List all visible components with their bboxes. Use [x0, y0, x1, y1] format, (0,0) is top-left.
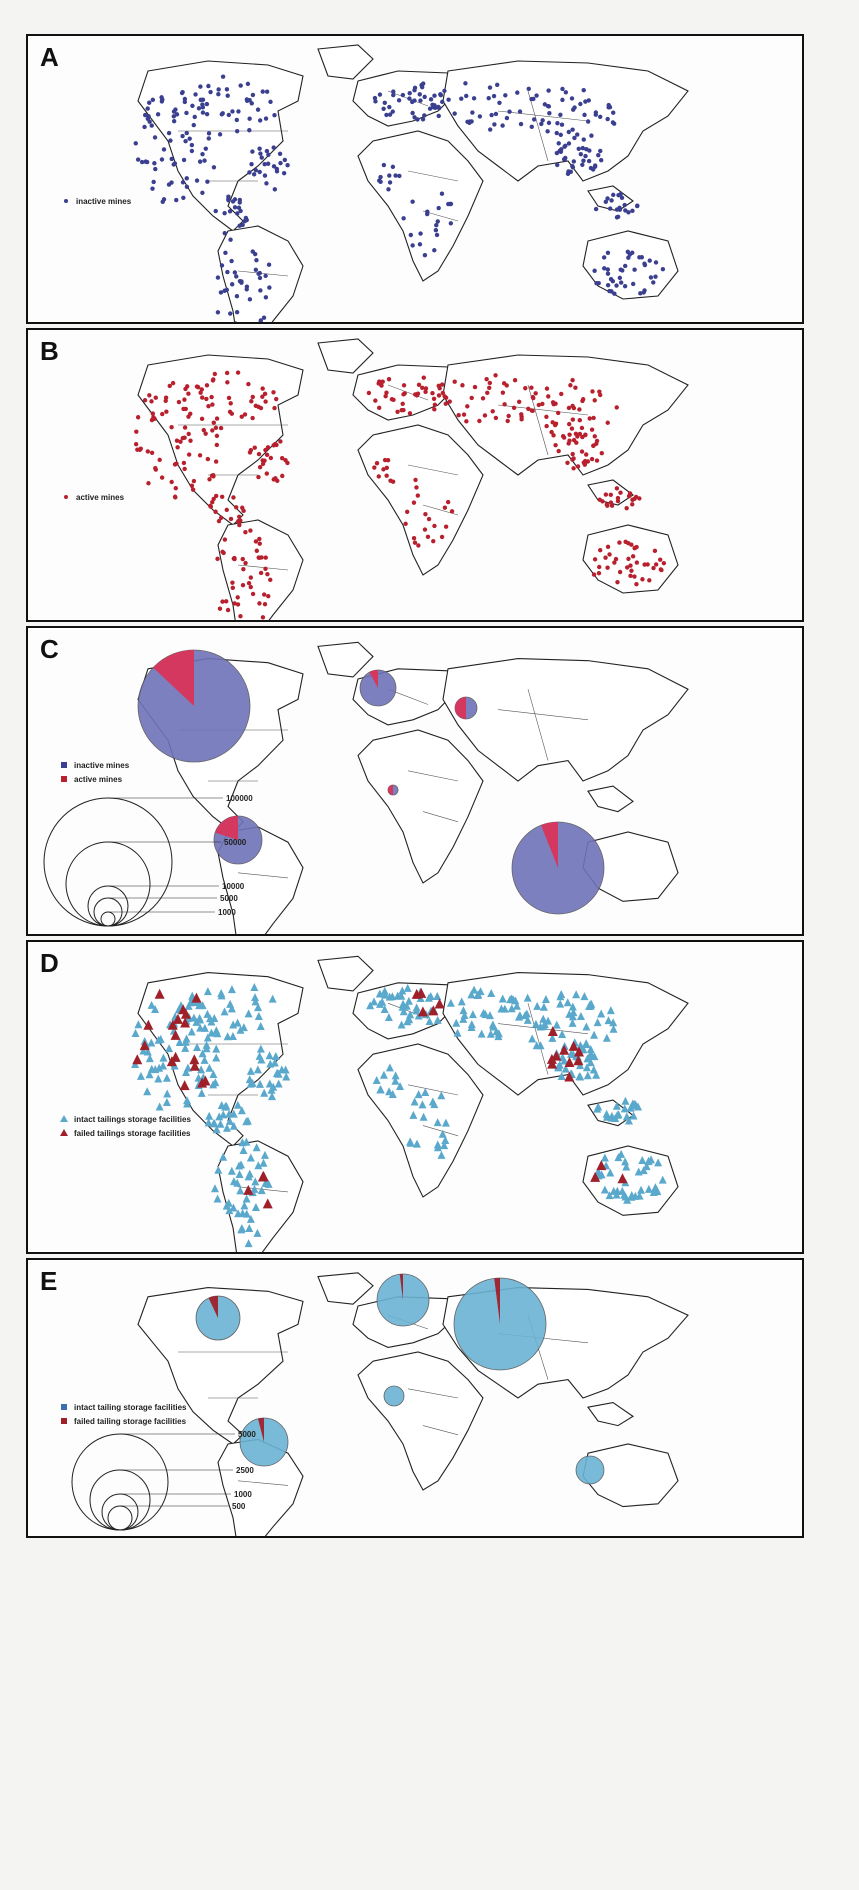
map-a: inactive mines	[64, 36, 802, 322]
pie-south-america	[239, 1417, 289, 1467]
panel-letter-e: E	[40, 1266, 58, 1296]
legend-active-mines: active mines	[64, 493, 125, 502]
panel-letter-c: C	[40, 634, 59, 664]
pie-africa	[383, 1385, 405, 1407]
pie-africa	[387, 784, 399, 796]
world-outline	[138, 45, 688, 322]
panel-letter-a: A	[40, 42, 59, 72]
scale-label: 1000	[218, 908, 236, 917]
panel-d: intact tailings storage facilities failed…	[26, 940, 804, 1254]
pie-australia	[575, 1455, 605, 1485]
pie-north-america	[195, 1295, 241, 1341]
pie-europe	[359, 669, 397, 707]
legend-inactive-mines-label: inactive mines	[74, 761, 130, 770]
pie-australia	[511, 821, 605, 915]
legend-failed-tsf: failed tailing storage facilities	[61, 1417, 187, 1426]
panel-b: active mines B	[26, 328, 804, 622]
pie-europe	[376, 1273, 430, 1327]
legend-inactive-mines: inactive mines	[64, 197, 132, 206]
pie-asia	[453, 1277, 547, 1371]
legend-inactive-mines-label: inactive mines	[76, 197, 132, 206]
pie-north-america	[137, 649, 251, 763]
size-scale-e: 5000 2500 1000 500	[71, 1430, 256, 1531]
legend-active-mines: active mines	[61, 775, 123, 784]
size-scale-c: 100000 50000 10000 5000 1000	[43, 794, 253, 927]
panel-c: inactive mines active mines 100000 50000 100…	[26, 626, 804, 936]
map-d: intact tailings storage facilities failed…	[60, 942, 802, 1252]
legend-intact-tsf: intact tailing storage facilities	[61, 1403, 187, 1412]
legend-inactive-mines: inactive mines	[61, 761, 130, 770]
pie-south-america	[213, 815, 263, 865]
legend-active-mines-label: active mines	[74, 775, 123, 784]
inactive-mine-points	[133, 74, 666, 322]
legend-intact-tsf-label: intact tailing storage facilities	[74, 1403, 187, 1412]
scale-label: 50000	[224, 838, 247, 847]
panel-e: intact tailing storage facilities failed …	[26, 1258, 804, 1538]
panel-a: inactive mines A	[26, 34, 804, 324]
scale-label: 10000	[222, 882, 245, 891]
active-mine-points	[133, 370, 667, 620]
legend-failed-tsf-label: failed tailing storage facilities	[74, 1417, 187, 1426]
scale-label: 2500	[236, 1466, 254, 1475]
scale-label: 5000	[220, 894, 238, 903]
scale-label: 100000	[226, 794, 253, 803]
legend-active-mines-label: active mines	[76, 493, 125, 502]
legend-intact-tsf-label: intact tailings storage facilities	[74, 1115, 191, 1124]
map-e: intact tailing storage facilities failed …	[61, 1260, 802, 1536]
scale-label: 1000	[234, 1490, 252, 1499]
legend-failed-tsf-label: failed tailings storage facilities	[74, 1129, 191, 1138]
scale-label: 5000	[238, 1430, 256, 1439]
scale-label: 500	[232, 1502, 246, 1511]
legend-failed-tsf: failed tailings storage facilities	[60, 1129, 191, 1138]
world-outline	[138, 339, 688, 620]
panel-letter-b: B	[40, 336, 59, 366]
failed-facility-points	[132, 987, 628, 1209]
pie-asia	[454, 696, 478, 720]
legend-intact-tsf: intact tailings storage facilities	[60, 1115, 191, 1124]
panel-letter-d: D	[40, 948, 59, 978]
map-b: active mines	[64, 330, 802, 620]
